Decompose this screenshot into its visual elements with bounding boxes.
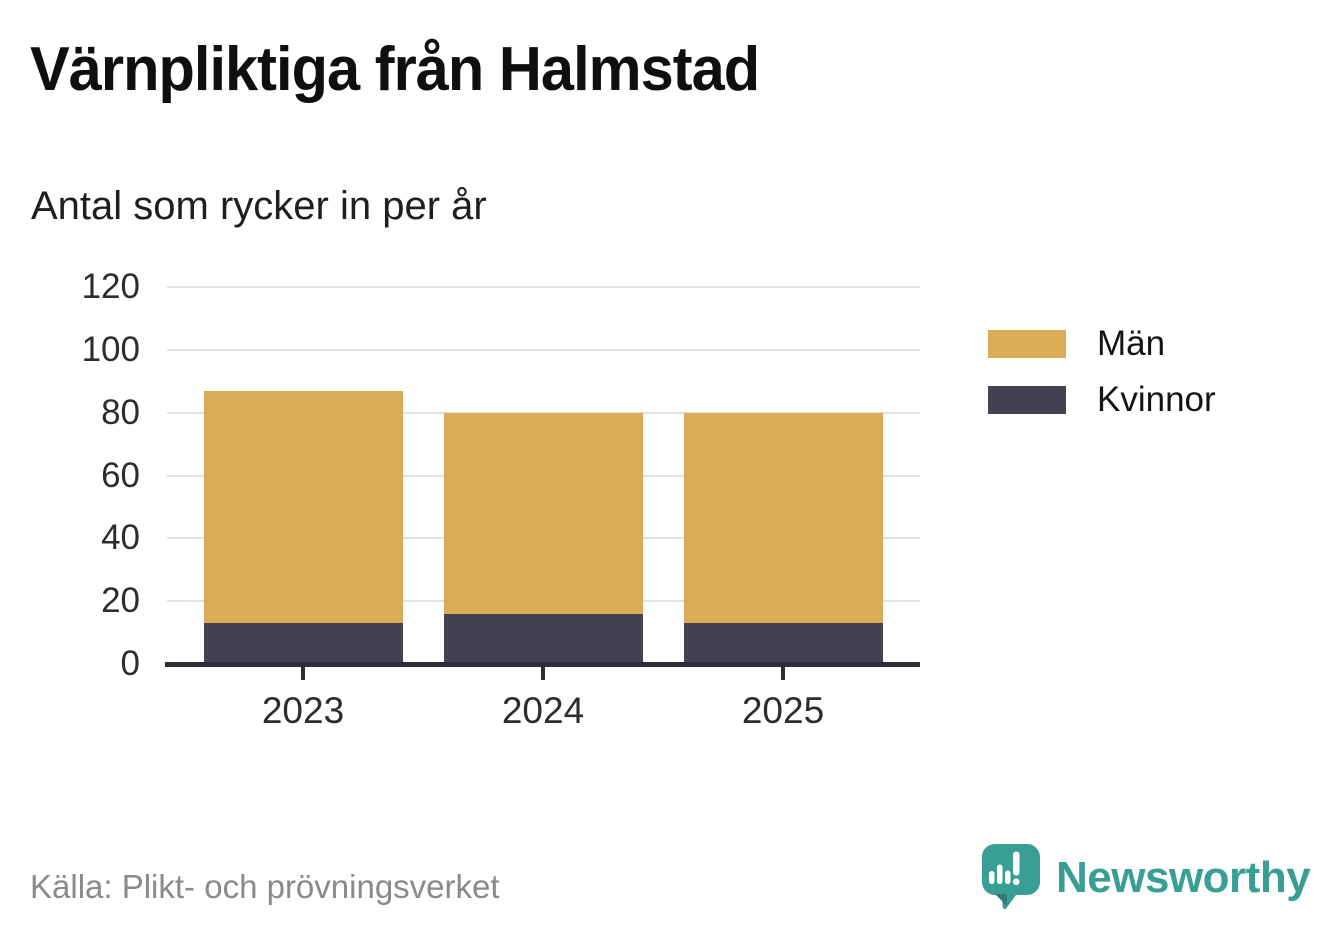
bar-segment-2025-män [683,412,883,624]
y-axis-tick-label: 20 [101,581,140,621]
x-axis-label-2025: 2025 [741,690,825,731]
x-axis-tick [541,667,545,680]
newsworthy-logo-icon [982,844,1040,910]
gridline [167,286,920,288]
x-axis-line [165,662,920,667]
legend-swatch [988,386,1066,414]
chart-legend: Män Kvinnor [988,324,1216,442]
legend-item-kvinnor: Kvinnor [988,380,1216,419]
y-axis-tick-label: 40 [101,518,140,558]
gridline [167,348,920,351]
y-axis-tick-label: 100 [81,329,140,369]
bar-segment-2024-män [443,412,643,614]
bar-segment-2023-kvinnor [203,623,403,664]
x-axis-tick [301,667,305,680]
x-axis-label-2023: 2023 [261,690,345,731]
y-axis-tick-label: 120 [81,267,140,306]
source-text: Källa: Plikt- och prövningsverket [30,868,500,905]
bar-segment-2025-kvinnor [683,623,883,664]
y-axis-tick-label: 60 [101,455,140,495]
brand-wordmark: Newsworthy [1056,853,1311,902]
chart-subtitle: Antal som rycker in per år [31,184,487,228]
y-axis-tick-label: 80 [101,392,140,432]
y-axis-tick-label: 0 [120,644,140,683]
legend-swatch [988,330,1066,358]
brand-lockup: Newsworthy [980,842,1311,914]
legend-item-man: Män [988,324,1216,363]
legend-label: Män [1097,324,1166,363]
bar-segment-2023-män [203,390,403,624]
x-axis-tick [781,667,785,680]
page-title: Värnpliktiga från Halmstad [30,35,760,104]
legend-label: Kvinnor [1097,380,1216,419]
x-axis-label-2024: 2024 [501,690,585,731]
bar-segment-2024-kvinnor [443,613,643,664]
